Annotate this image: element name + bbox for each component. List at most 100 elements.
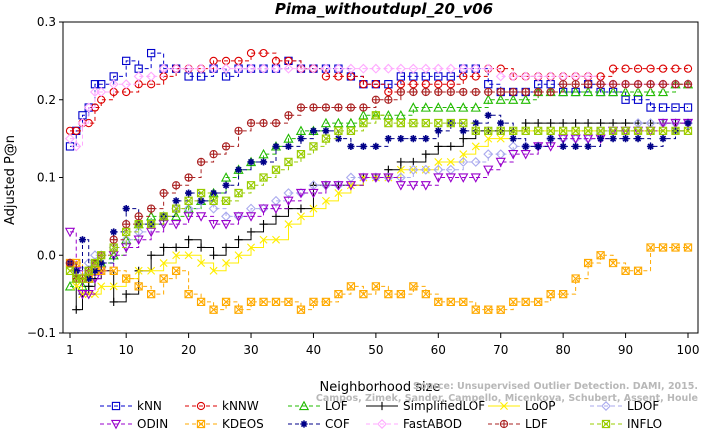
data-point-odin	[358, 173, 369, 183]
data-point-cof	[334, 135, 343, 143]
data-point-loop	[321, 196, 330, 205]
data-point-odin	[183, 212, 194, 222]
data-point-cof	[609, 135, 617, 143]
data-point-cof	[185, 189, 193, 197]
y-tick-label: 0.3	[37, 15, 56, 29]
data-point-cof	[197, 197, 205, 205]
data-point-loop	[434, 157, 443, 166]
data-point-fastabod	[395, 63, 406, 74]
data-point-loop	[234, 251, 243, 260]
data-point-lof	[583, 86, 594, 97]
data-point-ldf	[446, 87, 455, 97]
data-point-inflo	[384, 118, 393, 128]
data-point-ldf	[184, 173, 193, 182]
data-point-ldf	[683, 80, 693, 89]
data-point-knn	[683, 103, 693, 112]
data-point-simplifiedlof	[559, 118, 568, 128]
data-point-odin	[220, 220, 232, 230]
data-point-kdeos	[221, 297, 231, 307]
series-layer	[64, 48, 694, 314]
x-tick-label: 60	[431, 343, 446, 357]
data-point-ldf	[496, 87, 505, 97]
data-point-inflo	[409, 118, 418, 128]
x-tick-label: 70	[493, 343, 508, 357]
data-point-odin	[508, 150, 519, 160]
legend-marker-ldf	[499, 419, 509, 429]
data-point-kdeos	[434, 297, 443, 307]
legend-label-kdeos: KDEOS	[222, 417, 264, 431]
data-point-inflo	[309, 142, 318, 151]
data-point-ldf	[471, 87, 480, 97]
legend-item-kdeos: KDEOS	[185, 417, 264, 431]
data-point-odin	[433, 173, 444, 183]
data-point-knnw	[90, 103, 100, 112]
series-line-fastabod	[70, 68, 688, 147]
data-point-cof	[397, 135, 405, 143]
data-point-loop	[259, 235, 268, 244]
y-axis: −0.1 0.0 0.1 0.2 0.3	[27, 15, 63, 340]
data-point-lof	[408, 102, 419, 112]
data-point-simplifiedlof	[159, 243, 168, 252]
legend-label-loop: LoOP	[525, 399, 556, 413]
data-point-odin	[333, 181, 344, 191]
data-point-odin	[283, 196, 294, 207]
data-point-inflo	[259, 173, 268, 182]
data-point-simplifiedlof	[184, 235, 193, 244]
data-point-lof	[632, 86, 644, 97]
data-point-kdeos	[646, 243, 655, 252]
legend-item-cof: COF	[288, 417, 350, 431]
data-point-inflo	[159, 212, 168, 221]
data-point-loop	[471, 142, 480, 151]
data-point-fastabod	[96, 86, 107, 97]
data-point-inflo	[583, 126, 593, 135]
data-point-simplifiedlof	[396, 157, 405, 167]
legend-label-knnw: kNNW	[222, 399, 259, 413]
data-point-cof	[684, 119, 692, 127]
legend-label-ldf: LDF	[525, 417, 548, 431]
data-point-simplifiedlof	[246, 227, 256, 237]
data-point-inflo	[596, 126, 605, 135]
data-point-odin	[345, 181, 357, 191]
legend-label-inflo: INFLO	[627, 417, 662, 431]
data-point-simplifiedlof	[596, 118, 605, 128]
data-point-lof	[645, 86, 656, 97]
data-point-knn	[646, 103, 655, 112]
y-tick-label: 0.2	[37, 93, 56, 107]
data-point-simplifiedlof	[434, 142, 443, 151]
data-point-fastabod	[370, 63, 381, 74]
data-point-inflo	[608, 126, 618, 135]
data-point-cof	[409, 135, 417, 143]
data-point-cof	[497, 119, 505, 127]
legend-marker-odin	[110, 419, 122, 430]
data-point-cof	[522, 142, 530, 150]
data-point-lof	[358, 109, 369, 120]
legend-label-lof: LOF	[325, 399, 348, 413]
x-tick-label: 90	[618, 343, 633, 357]
data-point-kdeos	[259, 297, 268, 307]
data-point-ldf	[546, 87, 555, 97]
data-point-odin	[383, 173, 394, 183]
legend-marker-simplifiedlof	[377, 401, 387, 411]
data-point-inflo	[78, 274, 87, 283]
data-point-inflo	[334, 126, 343, 135]
data-point-ldf	[196, 157, 206, 167]
data-point-lof	[333, 117, 344, 128]
data-point-fastabod	[533, 71, 544, 82]
data-point-cof	[97, 259, 105, 267]
data-point-loop	[197, 259, 206, 268]
data-point-lof	[220, 172, 232, 182]
data-point-inflo	[671, 126, 680, 135]
data-point-knnw	[359, 80, 368, 89]
data-point-ldf	[459, 87, 468, 97]
data-point-inflo	[509, 126, 518, 135]
data-point-kdeos	[284, 297, 293, 307]
data-point-simplifiedlof	[209, 251, 218, 260]
data-point-fastabod	[458, 63, 469, 74]
data-point-odin	[270, 204, 282, 214]
watermark-line-1: Source: Unsupervised Outlier Detection. …	[413, 381, 698, 392]
data-point-cof	[247, 158, 255, 166]
data-point-cof	[85, 274, 93, 283]
data-point-ldf	[371, 95, 381, 104]
data-point-fastabod	[645, 79, 656, 90]
data-point-loop	[334, 189, 343, 198]
